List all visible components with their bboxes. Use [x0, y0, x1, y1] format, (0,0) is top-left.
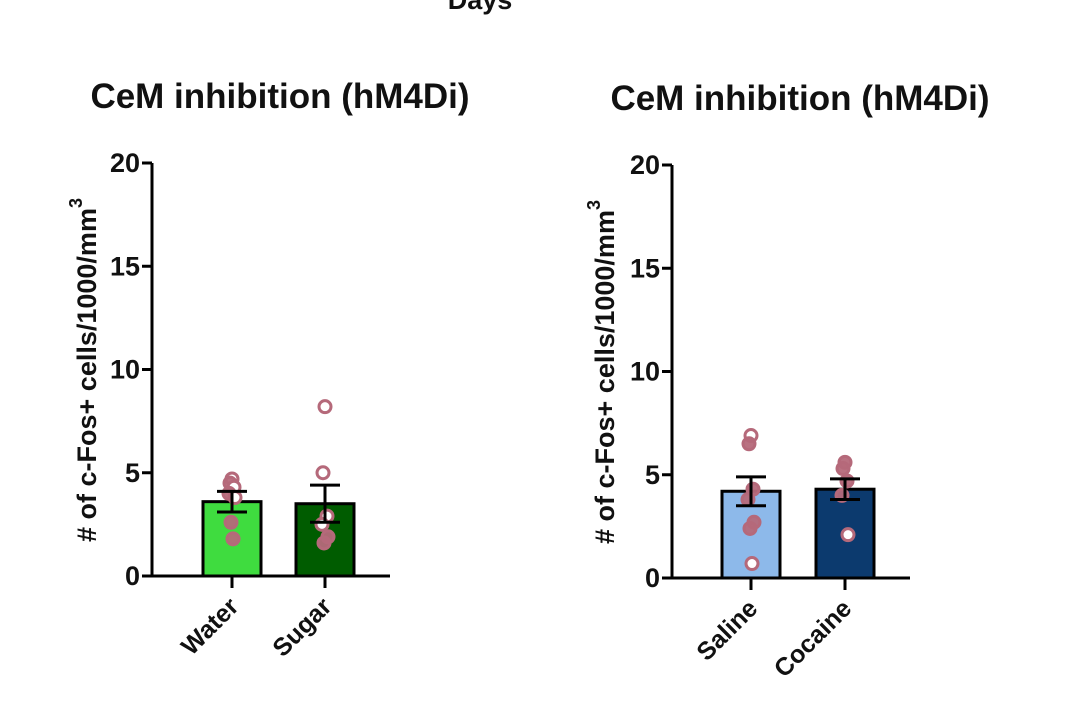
data-point: [835, 461, 851, 477]
y-axis-label-text: # of c-Fos+ cells/1000/mm: [590, 210, 620, 544]
data-point: [315, 465, 331, 481]
data-point: [316, 535, 332, 551]
y-tick-label: 20: [630, 150, 660, 180]
x-tick-label: Sugar: [267, 592, 337, 662]
chart-panel-1: CeM inhibition (hM4Di) # of c-Fos+ cells…: [66, 77, 470, 662]
plot-area: 0 5 10 15 20 Water Sugar: [110, 148, 390, 662]
data-point: [744, 556, 760, 572]
x-tick-label: Cocaine: [769, 594, 858, 683]
top-partial-label: Days: [448, 0, 513, 15]
y-tick-label: 10: [110, 355, 140, 385]
data-point: [225, 531, 241, 547]
y-tick-label: 10: [630, 357, 660, 387]
y-axis-label-superscript: 3: [584, 200, 604, 210]
y-axis-label: # of c-Fos+ cells/1000/mm3: [66, 198, 102, 542]
y-tick-label: 5: [125, 458, 140, 488]
y-axis-label-text: # of c-Fos+ cells/1000/mm: [72, 208, 102, 542]
y-tick-label: 15: [110, 251, 140, 281]
x-tick-label: Water: [176, 592, 244, 660]
data-point: [741, 436, 757, 452]
y-axis-label: # of c-Fos+ cells/1000/mm3: [584, 200, 620, 544]
plot-area: 0 5 10 15 20 Saline Cocaine: [630, 150, 910, 683]
x-tick-label: Saline: [691, 594, 763, 666]
chart-panel-2: CeM inhibition (hM4Di) # of c-Fos+ cells…: [584, 79, 990, 683]
chart-title: CeM inhibition (hM4Di): [90, 77, 469, 116]
y-tick-label: 20: [110, 148, 140, 178]
y-axis-label-superscript: 3: [66, 198, 86, 208]
chart-title: CeM inhibition (hM4Di): [610, 79, 989, 118]
y-tick-label: 0: [125, 561, 140, 591]
data-point: [840, 527, 856, 543]
data-point: [742, 520, 758, 536]
data-point: [839, 473, 855, 489]
y-tick-label: 15: [630, 253, 660, 283]
data-point: [317, 399, 333, 415]
y-tick-label: 0: [645, 563, 660, 593]
y-tick-label: 5: [645, 460, 660, 490]
data-point: [223, 514, 239, 530]
